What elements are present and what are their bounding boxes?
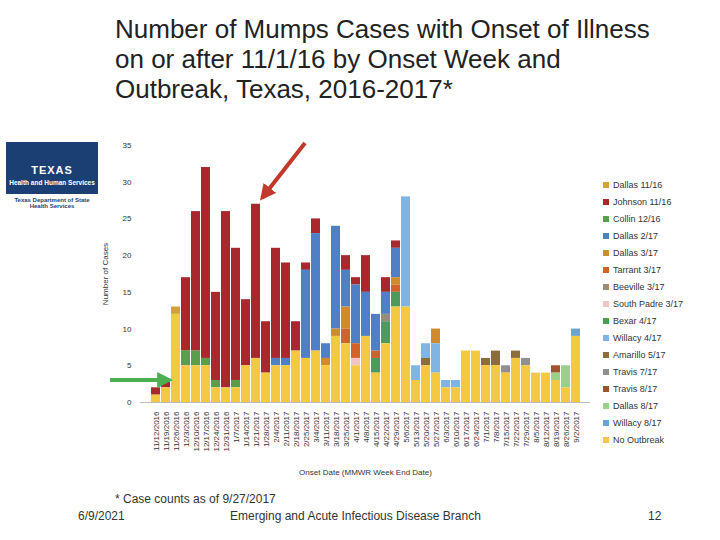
svg-text:6/3/2017: 6/3/2017: [442, 411, 451, 443]
svg-text:5/6/2017: 5/6/2017: [402, 411, 411, 443]
html-text:South Padre 3/17: South Padre 3/17: [613, 298, 684, 309]
svg-text:15: 15: [123, 288, 132, 297]
svg-text:4/22/2017: 4/22/2017: [382, 411, 391, 447]
svg-text:Number of Cases: Number of Cases: [101, 243, 110, 305]
html-text:6/9/2021: 6/9/2021: [78, 509, 125, 523]
svg-text:3/25/2017: 3/25/2017: [342, 411, 351, 447]
html-text:Dallas 3/17: Dallas 3/17: [613, 247, 658, 258]
svg-text:35: 35: [123, 141, 132, 150]
svg-text:4/29/2017: 4/29/2017: [392, 411, 401, 447]
html-text:Willacy 8/17: Willacy 8/17: [613, 417, 662, 428]
svg-text:Onset Date (MMWR Week End Date: Onset Date (MMWR Week End Date): [299, 468, 432, 477]
svg-text:6/17/2017: 6/17/2017: [462, 411, 471, 447]
svg-text:12/31/2016: 12/31/2016: [222, 411, 231, 452]
svg-text:25: 25: [123, 214, 132, 223]
html-text:Dallas 2/17: Dallas 2/17: [613, 230, 658, 241]
svg-text:3/4/2017: 3/4/2017: [312, 411, 321, 443]
svg-text:1/14/2017: 1/14/2017: [242, 411, 251, 447]
html-text:Willacy 4/17: Willacy 4/17: [613, 332, 662, 343]
svg-text:2/25/2017: 2/25/2017: [302, 411, 311, 447]
html-text:Travis 7/17: Travis 7/17: [613, 366, 658, 377]
svg-text:4/8/2017: 4/8/2017: [362, 411, 371, 443]
svg-text:12/17/2016: 12/17/2016: [202, 411, 211, 452]
svg-text:12/24/2016: 12/24/2016: [212, 411, 221, 452]
svg-text:0: 0: [127, 398, 132, 407]
svg-text:11/12/2016: 11/12/2016: [152, 411, 161, 451]
svg-text:7/22/2017: 7/22/2017: [512, 411, 521, 447]
svg-text:5/20/2017: 5/20/2017: [422, 411, 431, 447]
svg-text:12/3/2016: 12/3/2016: [182, 411, 191, 447]
svg-text:11/26/2016: 11/26/2016: [172, 411, 181, 451]
svg-text:10: 10: [123, 325, 132, 334]
html-text:Number of Mumps Cases with Ons: Number of Mumps Cases with Onset of Illn…: [115, 14, 650, 104]
html-text:Health and Human Services: Health and Human Services: [9, 179, 95, 186]
svg-text:4/15/2017: 4/15/2017: [372, 411, 381, 447]
svg-text:6/24/2017: 6/24/2017: [472, 411, 481, 447]
svg-text:8/26/2017: 8/26/2017: [562, 411, 571, 447]
svg-text:5/27/2017: 5/27/2017: [432, 411, 441, 447]
svg-text:2/11/2017: 2/11/2017: [282, 411, 291, 447]
svg-text:30: 30: [123, 178, 132, 187]
svg-text:7/15/2017: 7/15/2017: [502, 411, 511, 447]
svg-text:8/19/2017: 8/19/2017: [552, 411, 561, 447]
html-text:Emerging and Acute Infectious: Emerging and Acute Infectious Disease Br…: [230, 509, 481, 523]
svg-text:8/5/2017: 8/5/2017: [532, 411, 541, 443]
html-text:Collin 12/16: Collin 12/16: [613, 213, 661, 224]
svg-text:1/21/2017: 1/21/2017: [252, 411, 261, 447]
svg-text:2/4/2017: 2/4/2017: [272, 411, 281, 443]
svg-text:7/1/2017: 7/1/2017: [482, 411, 491, 443]
svg-text:3/11/2017: 3/11/2017: [322, 411, 331, 447]
svg-text:4/1/2017: 4/1/2017: [352, 411, 361, 443]
html-text:* Case counts as of 9/27/2017: * Case counts as of 9/27/2017: [115, 492, 276, 506]
svg-text:9/2/2017: 9/2/2017: [572, 411, 581, 443]
svg-text:8/12/2017: 8/12/2017: [542, 411, 551, 447]
svg-text:7/8/2017: 7/8/2017: [492, 411, 501, 443]
html-text:No Outbreak: No Outbreak: [613, 434, 664, 445]
html-text:Travis 8/17: Travis 8/17: [613, 383, 658, 394]
html-text:Bexar 4/17: Bexar 4/17: [613, 315, 657, 326]
html-text:Texas Department of State Heal: Texas Department of State Health Service…: [14, 197, 90, 209]
html-text:TEXAS: TEXAS: [31, 164, 73, 176]
svg-text:11/19/2016: 11/19/2016: [162, 411, 171, 451]
svg-text:12/10/2016: 12/10/2016: [192, 411, 201, 452]
html-text:Tarrant 3/17: Tarrant 3/17: [613, 264, 661, 275]
svg-text:1/7/2017: 1/7/2017: [232, 411, 241, 443]
html-text:Beeville 3/17: Beeville 3/17: [613, 281, 665, 292]
svg-text:7/29/2017: 7/29/2017: [522, 411, 531, 447]
svg-text:1/28/2017: 1/28/2017: [262, 411, 271, 447]
svg-text:5: 5: [127, 361, 132, 370]
svg-text:2/18/2017: 2/18/2017: [292, 411, 301, 447]
svg-text:5/13/2017: 5/13/2017: [412, 411, 421, 447]
html-text:Dallas 8/17: Dallas 8/17: [613, 400, 658, 411]
html-text:12: 12: [648, 509, 662, 523]
html-text:Dallas 11/16: Dallas 11/16: [613, 179, 663, 190]
html-text:Johnson 11/16: Johnson 11/16: [613, 196, 672, 207]
svg-text:20: 20: [123, 251, 132, 260]
svg-text:3/18/2017: 3/18/2017: [332, 411, 341, 447]
html-text:Amarillo 5/17: Amarillo 5/17: [613, 349, 666, 360]
svg-text:6/10/2017: 6/10/2017: [452, 411, 461, 447]
